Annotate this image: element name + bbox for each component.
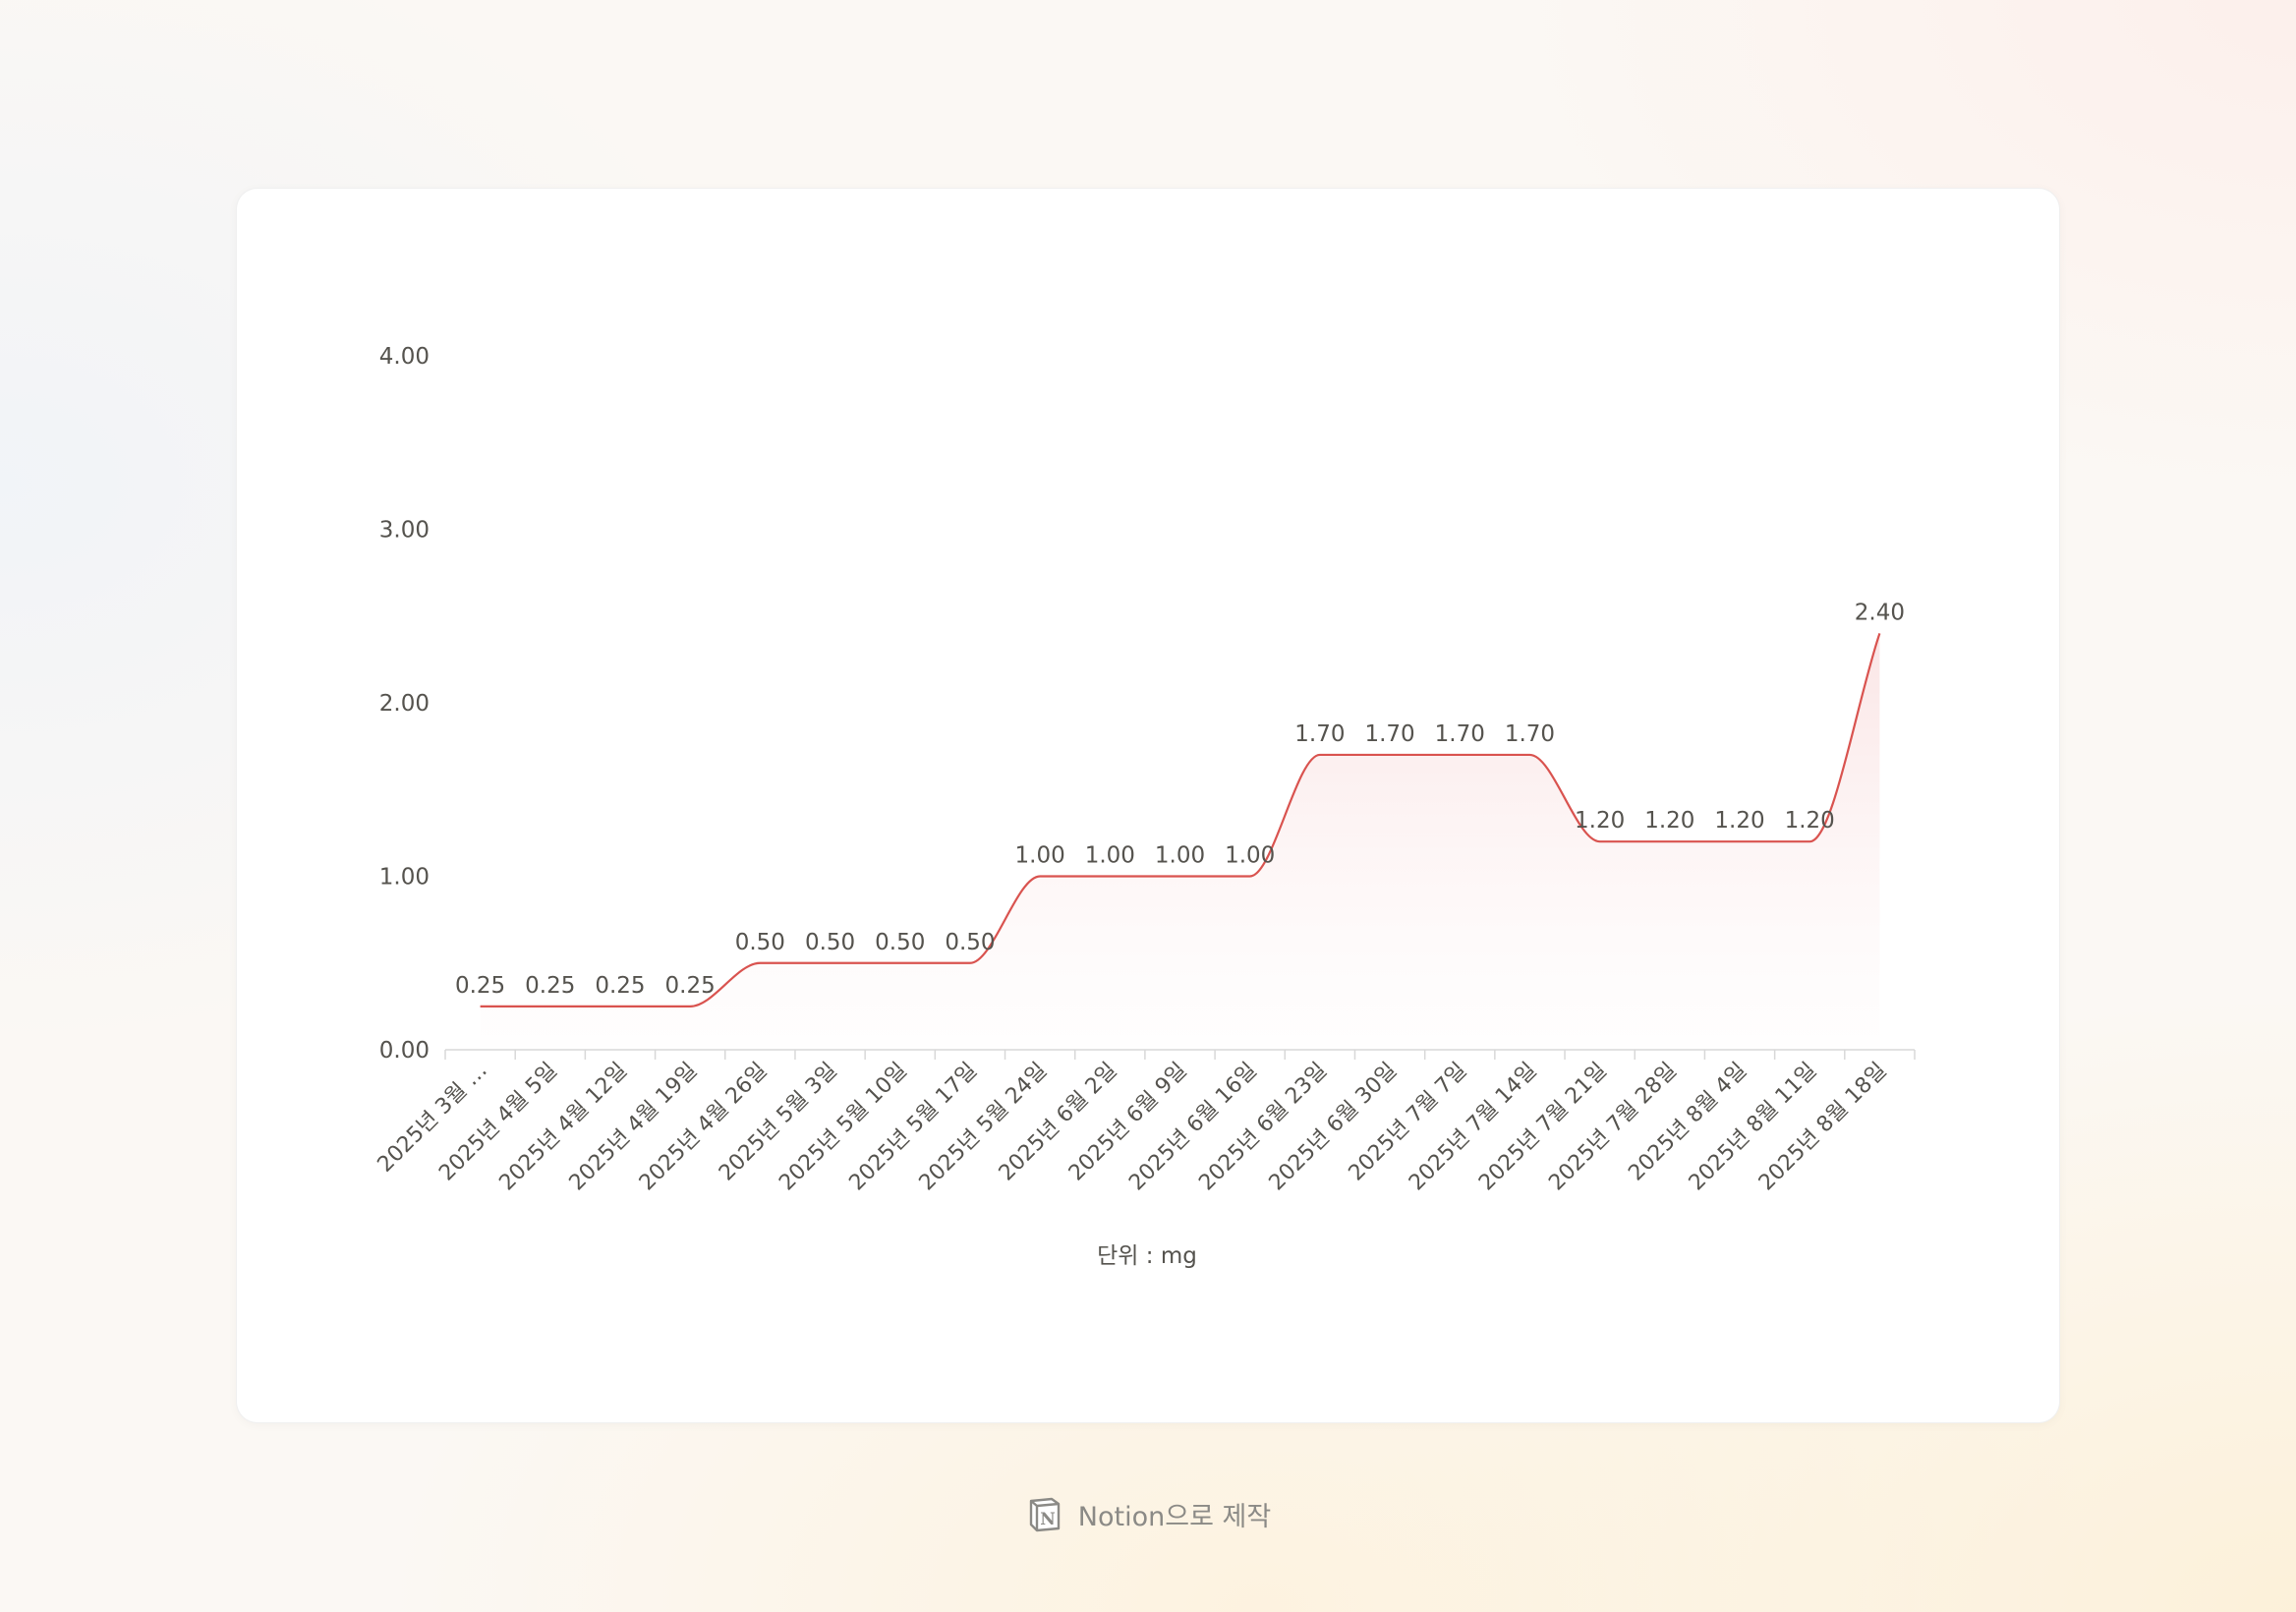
- data-label: 1.20: [1714, 808, 1764, 834]
- y-tick-label: 2.00: [379, 691, 430, 717]
- x-tick-label: 2025년 8월 4일: [1624, 1059, 1751, 1186]
- series-line-layer: [480, 633, 1881, 1008]
- x-tick-label: 2025년 8월 18일: [1754, 1059, 1892, 1196]
- footer-text: Notion으로 제작: [1077, 1501, 1272, 1532]
- data-label-layer: 0.25 0.25 0.25 0.25 0.50 0.50 0.50 0.50 1.00 1.00…: [455, 600, 1905, 998]
- footer[interactable]: N Notion으로 제작: [0, 1494, 2296, 1533]
- data-label: 0.25: [525, 973, 575, 999]
- x-tick-label: 2025년 6월 9일: [1064, 1059, 1192, 1186]
- x-tick-label: 2025년 4월 12일: [494, 1059, 632, 1196]
- x-tick-label: 2025년 4월 5일: [434, 1059, 562, 1186]
- data-label: 1.00: [1225, 843, 1275, 869]
- data-label: 1.00: [1085, 843, 1135, 869]
- x-tick-label: 2025년 5월 3일: [715, 1059, 842, 1186]
- data-label: 0.25: [665, 973, 716, 999]
- data-label: 0.50: [945, 930, 995, 955]
- x-axis-title: 단위 : mg: [1097, 1243, 1197, 1269]
- data-label: 1.20: [1785, 808, 1835, 834]
- x-tick-label: 2025년 5월 10일: [775, 1059, 912, 1196]
- y-tick-label: 3.00: [379, 518, 430, 544]
- x-tick-label: 2025년 5월 17일: [844, 1059, 982, 1196]
- data-label: 1.00: [1015, 843, 1065, 869]
- x-tick-label: 2025년 6월 30일: [1265, 1059, 1403, 1196]
- y-tick-label: 0.00: [379, 1038, 430, 1064]
- data-label: 1.70: [1294, 721, 1345, 747]
- data-label: 1.70: [1364, 721, 1414, 747]
- data-label: 0.25: [455, 973, 505, 999]
- area-fill-layer: [480, 633, 1880, 1050]
- data-label: 0.50: [735, 930, 785, 955]
- notion-logo-icon: N: [1029, 1497, 1060, 1532]
- data-label: 1.70: [1435, 721, 1485, 747]
- data-label: 1.20: [1644, 808, 1694, 834]
- y-axis-layer: 0.00 1.00 2.00 3.00 4.00: [379, 344, 430, 1064]
- svg-text:N: N: [1040, 1510, 1056, 1529]
- data-label: 0.50: [875, 930, 925, 955]
- x-tick-label: 2025년 5월 24일: [915, 1059, 1053, 1196]
- y-tick-label: 1.00: [379, 865, 430, 891]
- x-tick-label: 2025년 7월 14일: [1405, 1059, 1542, 1196]
- x-tick-label: 2025년 6월 23일: [1194, 1059, 1332, 1196]
- x-tick-label: 2025년 7월 7일: [1345, 1059, 1472, 1186]
- data-label: 1.70: [1505, 721, 1555, 747]
- series-line: [480, 633, 1881, 1008]
- data-label: 0.50: [805, 930, 855, 955]
- x-tick-label: 2025년 4월 26일: [635, 1059, 773, 1196]
- x-tick-label: 2025년 8월 11일: [1685, 1059, 1822, 1196]
- x-tick-label: 2025년 6월 2일: [995, 1059, 1122, 1186]
- x-tick-label: 2025년 4월 19일: [565, 1059, 703, 1196]
- x-tick-label: 2025년 7월 28일: [1544, 1059, 1682, 1196]
- x-axis-layer: [444, 1049, 1916, 1060]
- chart-card: [236, 188, 2060, 1423]
- y-tick-label: 4.00: [379, 344, 430, 370]
- data-label: 1.00: [1155, 843, 1205, 869]
- x-tick-label: 2025년 6월 16일: [1124, 1059, 1262, 1196]
- data-label: 2.40: [1855, 600, 1905, 625]
- series-area: [480, 633, 1880, 1050]
- x-tick-label: 2025년 7월 21일: [1474, 1059, 1612, 1196]
- data-label: 1.20: [1575, 808, 1625, 834]
- data-label: 0.25: [595, 973, 645, 999]
